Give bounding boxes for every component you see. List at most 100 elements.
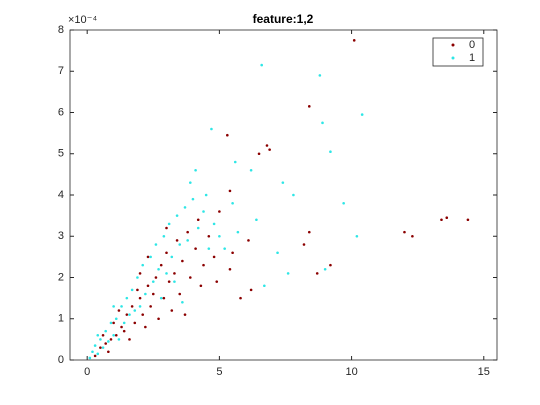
y-tick-label: 6 xyxy=(58,106,64,118)
point xyxy=(218,210,221,213)
point xyxy=(403,230,406,234)
series xyxy=(93,39,470,358)
point xyxy=(104,342,107,345)
point xyxy=(99,346,102,349)
point xyxy=(183,313,187,316)
point xyxy=(96,352,100,356)
point xyxy=(165,251,168,255)
point xyxy=(149,255,152,259)
y-tick-label: 3 xyxy=(58,230,64,242)
legend-label: 1 xyxy=(469,52,475,64)
point xyxy=(175,214,179,217)
point xyxy=(247,239,250,242)
point xyxy=(141,313,145,316)
point xyxy=(125,296,129,300)
point xyxy=(165,226,168,230)
point xyxy=(125,313,129,316)
point xyxy=(249,288,253,292)
legend-marker xyxy=(451,56,455,60)
point xyxy=(196,218,200,222)
series xyxy=(88,63,364,360)
point xyxy=(202,210,205,213)
point xyxy=(159,296,163,300)
point xyxy=(329,150,332,153)
y-tick-label: 2 xyxy=(58,271,64,283)
point xyxy=(360,113,364,116)
point xyxy=(112,305,115,308)
point xyxy=(181,300,184,304)
point xyxy=(204,193,208,197)
point xyxy=(170,255,174,259)
point xyxy=(212,222,216,226)
point xyxy=(114,317,118,321)
point xyxy=(207,234,211,238)
point xyxy=(128,338,131,341)
point xyxy=(231,251,234,255)
point xyxy=(321,121,324,125)
point xyxy=(133,321,137,325)
x-tick-label: 15 xyxy=(478,366,490,378)
point xyxy=(144,325,147,329)
point xyxy=(104,329,107,333)
point xyxy=(236,230,240,234)
point xyxy=(165,272,168,275)
point xyxy=(183,206,187,209)
point xyxy=(440,218,443,222)
legend-box xyxy=(432,37,484,67)
point xyxy=(181,259,184,263)
point xyxy=(117,309,121,312)
point xyxy=(257,152,261,156)
point xyxy=(114,333,118,337)
point xyxy=(194,247,197,250)
point xyxy=(173,272,176,275)
point xyxy=(215,280,219,283)
point xyxy=(138,272,142,275)
point xyxy=(255,218,258,222)
point xyxy=(228,267,232,271)
y-tick-label: 0 xyxy=(58,354,64,366)
point xyxy=(91,350,94,354)
point xyxy=(318,74,322,77)
point xyxy=(292,193,295,197)
point xyxy=(162,234,166,238)
point xyxy=(112,321,115,325)
point xyxy=(122,321,126,325)
point xyxy=(231,201,234,205)
point xyxy=(302,243,306,246)
point xyxy=(307,105,311,108)
point xyxy=(186,230,189,234)
point xyxy=(466,218,470,222)
point xyxy=(109,321,113,325)
point xyxy=(323,267,327,271)
legend-marker xyxy=(451,43,455,47)
point xyxy=(196,226,200,230)
point xyxy=(186,239,189,242)
point xyxy=(109,338,113,341)
point xyxy=(260,63,263,67)
point xyxy=(178,292,182,296)
point xyxy=(210,127,213,131)
point xyxy=(88,356,92,360)
point xyxy=(212,255,216,259)
point xyxy=(107,340,110,343)
point xyxy=(286,272,290,275)
point xyxy=(175,239,179,242)
point xyxy=(154,276,158,279)
point xyxy=(191,197,195,201)
point xyxy=(107,350,110,354)
point xyxy=(93,344,97,347)
point xyxy=(173,280,176,283)
y-tick-label: 4 xyxy=(58,189,64,201)
point xyxy=(189,181,192,184)
point xyxy=(233,160,237,164)
point xyxy=(128,313,131,316)
point xyxy=(199,284,203,288)
point xyxy=(411,234,414,238)
point xyxy=(146,284,150,288)
point xyxy=(342,201,345,205)
point xyxy=(120,305,123,308)
point xyxy=(122,329,126,333)
point xyxy=(93,354,97,358)
plot-area xyxy=(69,29,498,361)
point xyxy=(276,251,279,255)
